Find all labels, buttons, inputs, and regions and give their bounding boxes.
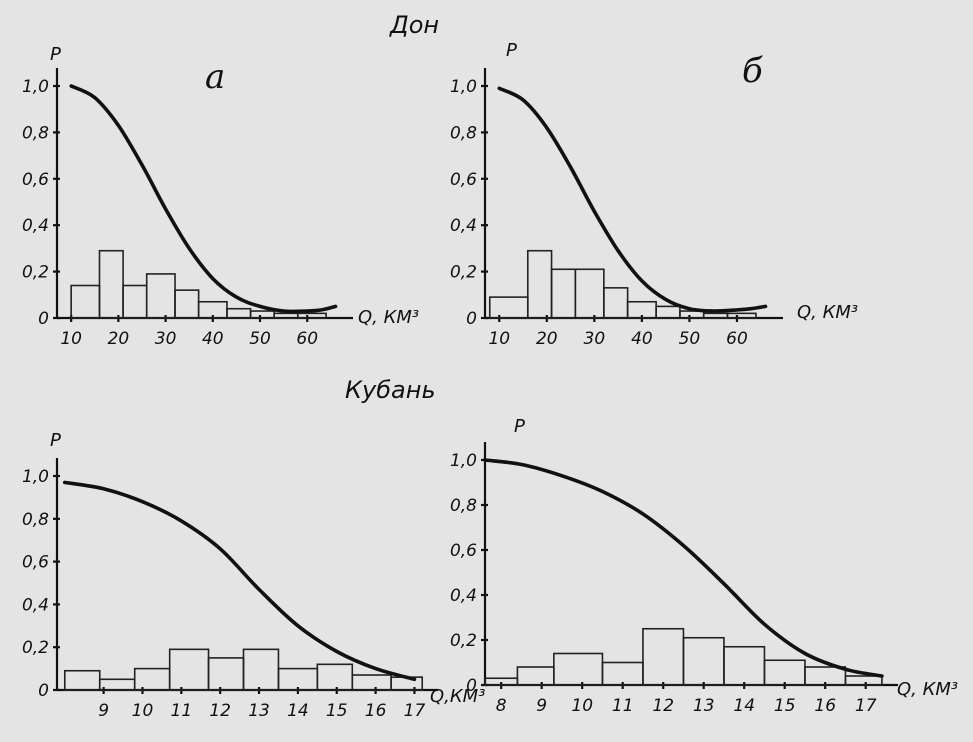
- x-tick-label: 10: [488, 329, 510, 349]
- y-tick-label: 0: [466, 676, 477, 696]
- probability-curve: [483, 458, 884, 678]
- x-tick-label: 17: [855, 696, 877, 716]
- x-axis-label: Q, КМ³: [797, 302, 858, 323]
- y-tick-label: 0: [38, 309, 49, 329]
- x-tick-label: 40: [202, 329, 224, 349]
- y-tick-label: 0,4: [450, 586, 477, 606]
- y-tick-label: 1,0: [22, 77, 49, 97]
- histogram-bar: [296, 312, 327, 319]
- histogram-bar: [98, 249, 124, 319]
- y-tick-label: 0,2: [22, 263, 49, 283]
- x-tick-label: 30: [584, 329, 606, 349]
- x-tick-label: 14: [287, 701, 309, 721]
- x-tick-label: 50: [249, 329, 271, 349]
- probability-curve: [63, 480, 417, 682]
- x-tick-label: 60: [296, 329, 318, 349]
- y-tick-label: 0,2: [450, 631, 477, 651]
- x-tick-label: 14: [733, 696, 755, 716]
- y-tick-label: 0: [466, 309, 477, 329]
- x-tick-label: 15: [326, 701, 348, 721]
- x-tick-label: 10: [571, 696, 593, 716]
- y-axis-label: P: [506, 40, 517, 61]
- probability-curve: [497, 86, 768, 313]
- panel-label: б: [742, 51, 763, 91]
- y-tick-label: 0,8: [22, 123, 49, 143]
- x-axis-label: Q, КМ³: [358, 307, 419, 328]
- x-tick-label: 11: [612, 696, 634, 716]
- x-tick-label: 10: [60, 329, 82, 349]
- x-tick-label: 20: [536, 329, 558, 349]
- x-tick-label: 9: [98, 701, 109, 721]
- y-tick-label: 0,6: [22, 170, 49, 190]
- histogram-bar: [844, 675, 883, 686]
- y-tick-label: 0,6: [22, 553, 49, 573]
- panel-don-b: P Q, КМ³ б 0 0,2 0,4 0,6 0,8 1,0 10 20 30 40 50 60: [450, 40, 858, 349]
- y-tick-label: 0: [38, 681, 49, 701]
- y-tick-label: 1,0: [22, 467, 49, 487]
- y-tick-label: 0,2: [22, 638, 49, 658]
- y-tick-label: 1,0: [450, 451, 477, 471]
- histogram-bar: [726, 312, 757, 319]
- chart-panels: P Q, КМ³ а 0 0,2 0,4 0,6 0,8 1,0 10 20 30 40 50 60 P Q, …: [22, 40, 958, 721]
- x-tick-label: 17: [404, 701, 426, 721]
- title-don: Дон: [389, 11, 439, 39]
- probability-curve: [69, 84, 338, 314]
- y-axis-label: P: [50, 44, 61, 65]
- x-tick-label: 20: [108, 329, 130, 349]
- y-tick-label: 0,2: [450, 263, 477, 283]
- panel-label: а: [205, 57, 225, 97]
- x-axis-label: Q,КМ³: [430, 686, 485, 707]
- y-axis-label: P: [50, 430, 61, 451]
- panel-kuban-2: P Q, КМ³ 0 0,2 0,4 0,6 0,8 1,0 8 9 10 11 12 13 14 15 16 1…: [450, 416, 958, 716]
- x-axis-label: Q, КМ³: [897, 679, 958, 700]
- x-tick-label: 12: [209, 701, 231, 721]
- y-axis-label: P: [514, 416, 525, 437]
- x-tick-label: 60: [726, 329, 748, 349]
- x-tick-label: 16: [814, 696, 836, 716]
- x-tick-label: 13: [248, 701, 270, 721]
- y-tick-label: 0,8: [450, 123, 477, 143]
- y-tick-label: 0,8: [450, 496, 477, 516]
- x-tick-label: 11: [171, 701, 193, 721]
- x-tick-label: 10: [132, 701, 154, 721]
- y-tick-label: 1,0: [450, 77, 477, 97]
- x-tick-label: 50: [679, 329, 701, 349]
- y-tick-label: 0,6: [450, 170, 477, 190]
- y-tick-label: 0,6: [450, 541, 477, 561]
- x-tick-label: 12: [652, 696, 674, 716]
- y-tick-label: 0,4: [22, 595, 49, 615]
- y-tick-label: 0,8: [22, 510, 49, 530]
- y-tick-label: 0,4: [22, 216, 49, 236]
- x-tick-label: 30: [155, 329, 177, 349]
- y-tick-label: 0,4: [450, 216, 477, 236]
- x-tick-label: 40: [631, 329, 653, 349]
- x-tick-label: 8: [496, 696, 507, 716]
- x-tick-label: 9: [536, 696, 547, 716]
- panel-don-a: P Q, КМ³ а 0 0,2 0,4 0,6 0,8 1,0 10 20 30 40 50 60: [22, 44, 419, 349]
- x-tick-label: 16: [365, 701, 387, 721]
- x-tick-label: 13: [693, 696, 715, 716]
- x-tick-label: 15: [774, 696, 796, 716]
- title-kuban: Кубань: [345, 376, 436, 404]
